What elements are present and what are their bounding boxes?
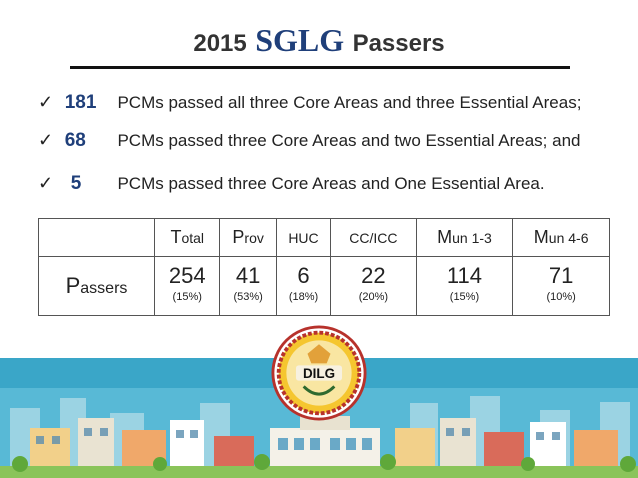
dilg-seal-logo: DILG [271,325,367,421]
title-suffix: Passers [352,30,445,57]
bullet-text: PCMs passed three Core Areas and two Ess… [117,131,581,150]
header-prov: Prov [219,218,277,257]
bullet-number: 5 [70,173,82,194]
bullet-item: ✓ 5 PCMs passed three Core Areas and One… [38,173,545,195]
passers-table: Total Prov HUC CC/ICC Mun 1-3 Mun 4-6 Pa… [38,218,610,316]
bullet-number: 181 [64,92,97,113]
cell-huc: 6 (18%) [275,256,332,316]
cell-prov: 41 (53%) [219,256,277,316]
header-total: Total [153,218,221,257]
page-title: 2015 SGLG Passers [0,22,638,59]
cell-cc-icc: 22 (20%) [330,256,417,316]
table-header-row: Total Prov HUC CC/ICC Mun 1-3 Mun 4-6 [38,218,610,257]
cell-mun-4-6: 71 (10%) [512,256,610,316]
bullet-number: 68 [64,130,86,151]
bullet-text: PCMs passed three Core Areas and One Ess… [117,174,545,193]
title-divider [70,66,570,69]
header-mun-1-3: Mun 1-3 [415,218,514,257]
logo-text: DILG [303,366,335,381]
bullet-item: ✓ 68 PCMs passed three Core Areas and tw… [38,130,581,152]
checkmark-icon: ✓ [38,92,54,112]
bullet-text: PCMs passed all three Core Areas and thr… [117,93,582,112]
title-year: 2015 [193,30,247,57]
cell-total: 254 (15%) [153,256,221,316]
checkmark-icon: ✓ [38,173,54,193]
title-brand: SGLG [255,22,345,58]
checkmark-icon: ✓ [38,130,54,150]
header-huc: HUC [275,218,332,257]
cell-mun-1-3: 114 (15%) [415,256,514,316]
bullet-item: ✓ 181 PCMs passed all three Core Areas a… [38,92,581,114]
table-corner-cell [38,218,155,257]
header-mun-4-6: Mun 4-6 [512,218,610,257]
table-row: Passers 254 (15%) 41 (53%) 6 (18%) 22 (20%) … [38,256,610,316]
header-cc-icc: CC/ICC [330,218,417,257]
row-label-passers: Passers [38,256,155,316]
